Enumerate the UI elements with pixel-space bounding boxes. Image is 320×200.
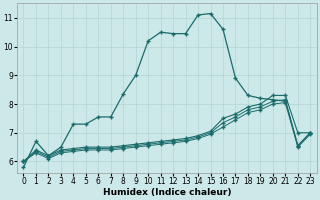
X-axis label: Humidex (Indice chaleur): Humidex (Indice chaleur) (103, 188, 231, 197)
